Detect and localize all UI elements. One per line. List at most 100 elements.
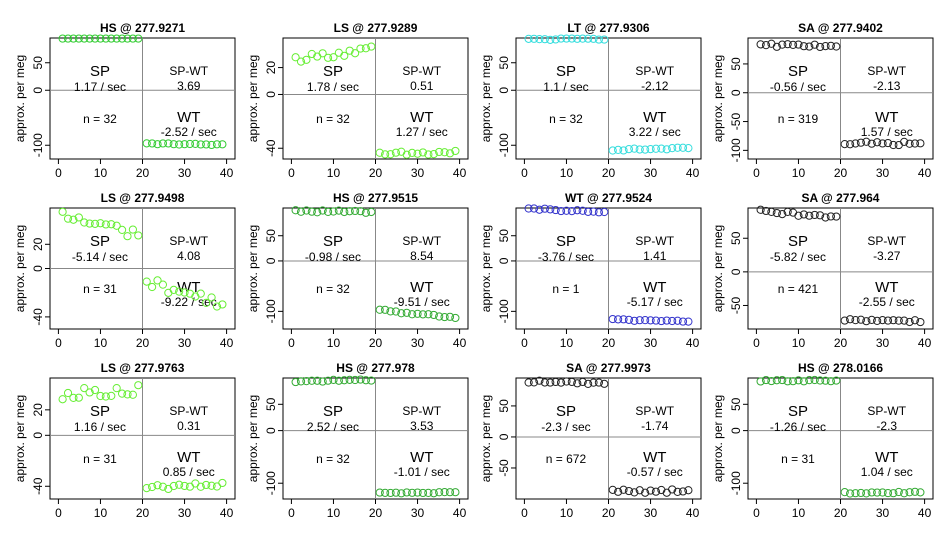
sp-point [107, 220, 116, 229]
sp-point [794, 376, 803, 385]
panel-title: LS @ 277.9763 [101, 361, 185, 375]
diff-value: 3.69 [177, 79, 201, 93]
wt-point [175, 480, 184, 489]
sp-point [805, 42, 814, 51]
sp-point [101, 34, 110, 43]
sp-point [826, 41, 835, 50]
sp-point [826, 377, 835, 386]
wt-point [164, 139, 173, 148]
sp-point [367, 376, 376, 385]
panel-10: HS @ 277.978 50 0 -100 approx. per meg 0 10 20 3… [246, 361, 469, 520]
sp-point [772, 376, 781, 385]
wt-point [435, 147, 444, 157]
wt-point [846, 489, 855, 498]
x-tick-label: 10 [327, 336, 341, 350]
sp-point [535, 376, 544, 385]
y-tick-label: 50 [729, 397, 743, 411]
sp-point [524, 34, 533, 43]
x-tick-label: 20 [136, 336, 150, 350]
diff-label: SP-WT [402, 404, 441, 418]
sp-point [96, 219, 105, 228]
x-tick-label: 40 [686, 336, 700, 350]
sp-point [600, 35, 609, 44]
sp-point [296, 57, 306, 66]
wt-point [408, 488, 417, 497]
sp-point [535, 35, 544, 44]
x-tick-label: 10 [560, 166, 574, 180]
x-tick-label: 0 [521, 336, 528, 350]
wt-point [207, 481, 216, 490]
y-tick-label: -40 [31, 477, 45, 495]
y-axis-label: approx. per meg [13, 55, 27, 142]
panel-3: LT @ 277.9306 50 0 -100 approx. per meg 0 10 20… [479, 21, 702, 180]
x-tick-label: 20 [369, 336, 383, 350]
wt-point [878, 488, 887, 497]
sp-point [535, 205, 544, 214]
wt-point [668, 485, 677, 494]
panel-title: LT @ 277.9306 [567, 21, 650, 35]
sp-point [334, 48, 343, 57]
sp-point [323, 53, 333, 62]
wt-point [651, 144, 661, 153]
sp-point [594, 378, 603, 387]
wt-point [218, 140, 227, 149]
sp-point [783, 207, 792, 216]
wt-point [678, 143, 688, 152]
wt-point [873, 488, 882, 497]
y-tick-label: 0 [497, 433, 511, 440]
diff-label: SP-WT [402, 234, 441, 248]
wt-point [608, 146, 617, 155]
sp-point [302, 55, 311, 64]
sp-point [778, 40, 787, 49]
diff-value: 4.08 [177, 249, 201, 263]
sp-point [767, 207, 776, 216]
wt-point [678, 487, 688, 496]
diff-value: 0.51 [410, 79, 434, 93]
panel-title: HS @ 277.9271 [100, 21, 185, 35]
panel-title: SA @ 277.964 [802, 191, 880, 205]
wt-point [180, 140, 189, 149]
sp-point [69, 393, 78, 402]
sp-point [583, 379, 593, 389]
sp-point [783, 377, 792, 386]
wt-point [202, 140, 211, 149]
panel-4: SA @ 277.9402 50 0 -50 -100 approx. per meg 0 1… [711, 21, 934, 180]
wt-point [397, 309, 406, 318]
y-tick-label: 0 [31, 432, 45, 439]
sp-point [583, 207, 593, 216]
sp-point [567, 34, 576, 43]
x-tick-label: 20 [602, 506, 616, 520]
wt-point [867, 139, 876, 148]
sp-rate: 1.17 / sec [74, 80, 126, 94]
x-tick-label: 30 [411, 166, 425, 180]
diff-label: SP-WT [169, 64, 208, 78]
x-tick-label: 30 [411, 336, 425, 350]
y-tick-label: 0 [729, 268, 743, 275]
wt-point [142, 483, 151, 493]
wt-point [429, 310, 438, 320]
wt-point [408, 310, 417, 319]
sp-point [350, 206, 360, 216]
wt-point [635, 316, 644, 325]
wt-point [910, 487, 920, 496]
wt-point [900, 137, 909, 146]
wt-point [391, 148, 401, 157]
wt-point [608, 314, 617, 324]
wt-point [883, 138, 893, 148]
sp-rate: 1.78 / sec [307, 80, 359, 94]
sp-point [556, 378, 566, 387]
x-tick-label: 20 [369, 506, 383, 520]
wt-point [678, 317, 688, 326]
sp-point [556, 206, 566, 216]
sp-rate: -1.26 / sec [770, 420, 826, 434]
x-tick-label: 30 [644, 336, 658, 350]
x-tick-label: 20 [834, 166, 848, 180]
x-tick-label: 0 [55, 336, 62, 350]
wt-point [402, 308, 411, 317]
wt-point [662, 145, 671, 154]
wt-point [878, 139, 887, 148]
sp-point [832, 212, 841, 221]
wt-point [148, 282, 157, 292]
wt-label: WT [410, 109, 433, 126]
sp-point [63, 388, 73, 398]
